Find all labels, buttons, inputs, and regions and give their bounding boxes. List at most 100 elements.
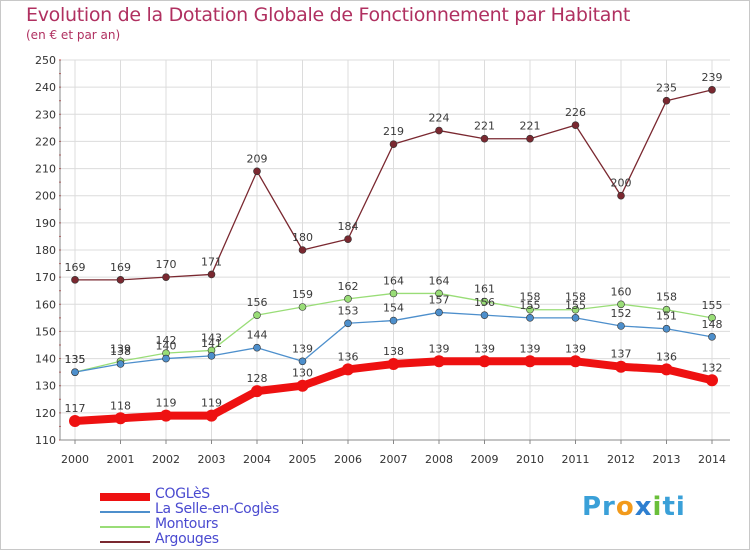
data-label-argouges: 180 bbox=[292, 231, 313, 244]
logo-letters: o bbox=[615, 492, 635, 522]
data-point-argouges bbox=[116, 276, 125, 284]
data-point-montours bbox=[526, 305, 534, 314]
data-label-montours: 160 bbox=[611, 285, 632, 298]
series-layer bbox=[69, 86, 718, 427]
y-tick-label-140: 140 bbox=[35, 353, 56, 366]
data-point-cogles bbox=[342, 363, 354, 376]
proxiti-logo: Proxiti bbox=[582, 492, 686, 522]
data-label-la-selle: 154 bbox=[383, 302, 404, 315]
x-tick-label-2001: 2001 bbox=[107, 453, 135, 466]
data-label-la-selle: 135 bbox=[65, 353, 86, 366]
chart-subtitle: (en € et par an) bbox=[26, 28, 121, 42]
data-label-argouges: 226 bbox=[565, 106, 586, 119]
y-tick-label-180: 180 bbox=[35, 244, 56, 257]
data-label-argouges: 170 bbox=[156, 258, 177, 271]
data-point-la-selle bbox=[526, 314, 534, 322]
data-label-argouges: 200 bbox=[611, 177, 632, 190]
x-tick-label-2004: 2004 bbox=[243, 453, 271, 466]
data-label-cogles: 130 bbox=[292, 367, 313, 380]
data-label-la-selle: 155 bbox=[565, 299, 586, 312]
data-label-argouges: 235 bbox=[656, 82, 677, 95]
data-point-la-selle bbox=[480, 311, 489, 319]
data-label-montours: 162 bbox=[338, 280, 359, 293]
data-label-la-selle: 141 bbox=[201, 337, 222, 350]
data-label-layer: 169 169 170 171 209 180 184 219 224 221 221 226 200 2… bbox=[65, 71, 723, 415]
data-point-cogles bbox=[615, 360, 627, 373]
x-tick-label-2011: 2011 bbox=[562, 453, 590, 466]
data-label-cogles: 136 bbox=[656, 350, 677, 363]
axis-layer: 110 120 130 140 150 160 170 180 190 200 210 220 230 2… bbox=[35, 54, 730, 466]
y-tick-label-230: 230 bbox=[35, 108, 56, 121]
data-label-montours: 158 bbox=[656, 291, 677, 304]
y-tick-label-250: 250 bbox=[35, 54, 56, 67]
legend-label-la-selle: La Selle-en-Coglès bbox=[155, 501, 279, 517]
data-point-montours bbox=[662, 305, 671, 314]
data-label-la-selle: 156 bbox=[474, 296, 495, 309]
data-label-cogles: 139 bbox=[520, 342, 541, 355]
data-point-la-selle bbox=[662, 324, 671, 333]
data-label-cogles: 128 bbox=[247, 372, 268, 385]
data-point-la-selle bbox=[435, 308, 443, 317]
data-point-la-selle bbox=[253, 343, 261, 352]
data-label-argouges: 239 bbox=[702, 71, 723, 84]
data-point-la-selle bbox=[571, 314, 580, 322]
chart-title: Evolution de la Dotation Globale de Fonc… bbox=[26, 4, 631, 26]
data-label-cogles: 139 bbox=[429, 342, 450, 355]
data-point-la-selle bbox=[617, 322, 625, 330]
data-point-cogles bbox=[569, 355, 582, 368]
data-point-cogles bbox=[114, 412, 127, 425]
data-label-montours: 164 bbox=[383, 274, 404, 287]
data-point-montours bbox=[344, 295, 352, 303]
data-label-cogles: 118 bbox=[110, 399, 131, 412]
logo-letters: Pr bbox=[582, 492, 616, 522]
data-label-cogles: 139 bbox=[565, 342, 586, 355]
data-point-argouges bbox=[708, 86, 716, 94]
data-point-montours bbox=[389, 289, 398, 298]
data-label-la-selle: 153 bbox=[338, 304, 359, 317]
x-tick-label-2000: 2000 bbox=[61, 453, 89, 466]
x-tick-label-2006: 2006 bbox=[334, 453, 362, 466]
x-tick-label-2009: 2009 bbox=[471, 453, 499, 466]
data-point-montours bbox=[617, 300, 625, 309]
grid-layer bbox=[60, 59, 730, 441]
logo-letters: ti bbox=[662, 492, 686, 522]
legend-label-argouges: Argouges bbox=[155, 531, 219, 547]
data-point-argouges bbox=[207, 270, 216, 279]
data-label-montours: 143 bbox=[201, 331, 222, 344]
data-label-argouges: 169 bbox=[65, 261, 86, 274]
data-point-argouges bbox=[662, 96, 671, 105]
data-label-montours: 142 bbox=[156, 334, 177, 347]
data-point-argouges bbox=[344, 235, 352, 243]
data-label-argouges: 169 bbox=[110, 261, 131, 274]
data-point-montours bbox=[435, 289, 443, 298]
data-label-argouges: 171 bbox=[201, 255, 222, 268]
data-point-argouges bbox=[617, 191, 625, 200]
data-point-la-selle bbox=[207, 352, 216, 360]
data-label-montours: 155 bbox=[702, 299, 723, 312]
data-point-cogles bbox=[387, 358, 400, 370]
data-point-la-selle bbox=[162, 354, 170, 363]
data-point-cogles bbox=[160, 409, 172, 422]
data-label-cogles: 119 bbox=[156, 397, 177, 410]
data-point-montours bbox=[298, 303, 307, 311]
x-tick-label-2002: 2002 bbox=[152, 453, 180, 466]
data-label-montours: 164 bbox=[429, 274, 450, 287]
data-label-la-selle: 144 bbox=[247, 329, 268, 342]
legend-swatch-argouges bbox=[100, 541, 150, 543]
data-point-la-selle bbox=[708, 333, 716, 341]
data-label-argouges: 184 bbox=[338, 220, 359, 233]
x-tick-label-2013: 2013 bbox=[653, 453, 681, 466]
x-tick-label-2007: 2007 bbox=[380, 453, 408, 466]
data-point-la-selle bbox=[389, 316, 398, 325]
x-tick-label-2003: 2003 bbox=[198, 453, 226, 466]
x-tick-label-2005: 2005 bbox=[289, 453, 317, 466]
legend-swatch-montours bbox=[100, 526, 150, 528]
y-tick-label-190: 190 bbox=[35, 217, 56, 230]
data-label-argouges: 221 bbox=[474, 120, 495, 133]
legend-swatch-la-selle bbox=[100, 511, 150, 513]
data-label-la-selle: 152 bbox=[611, 307, 632, 320]
data-label-montours: 158 bbox=[565, 291, 586, 304]
y-tick-label-170: 170 bbox=[35, 271, 56, 284]
